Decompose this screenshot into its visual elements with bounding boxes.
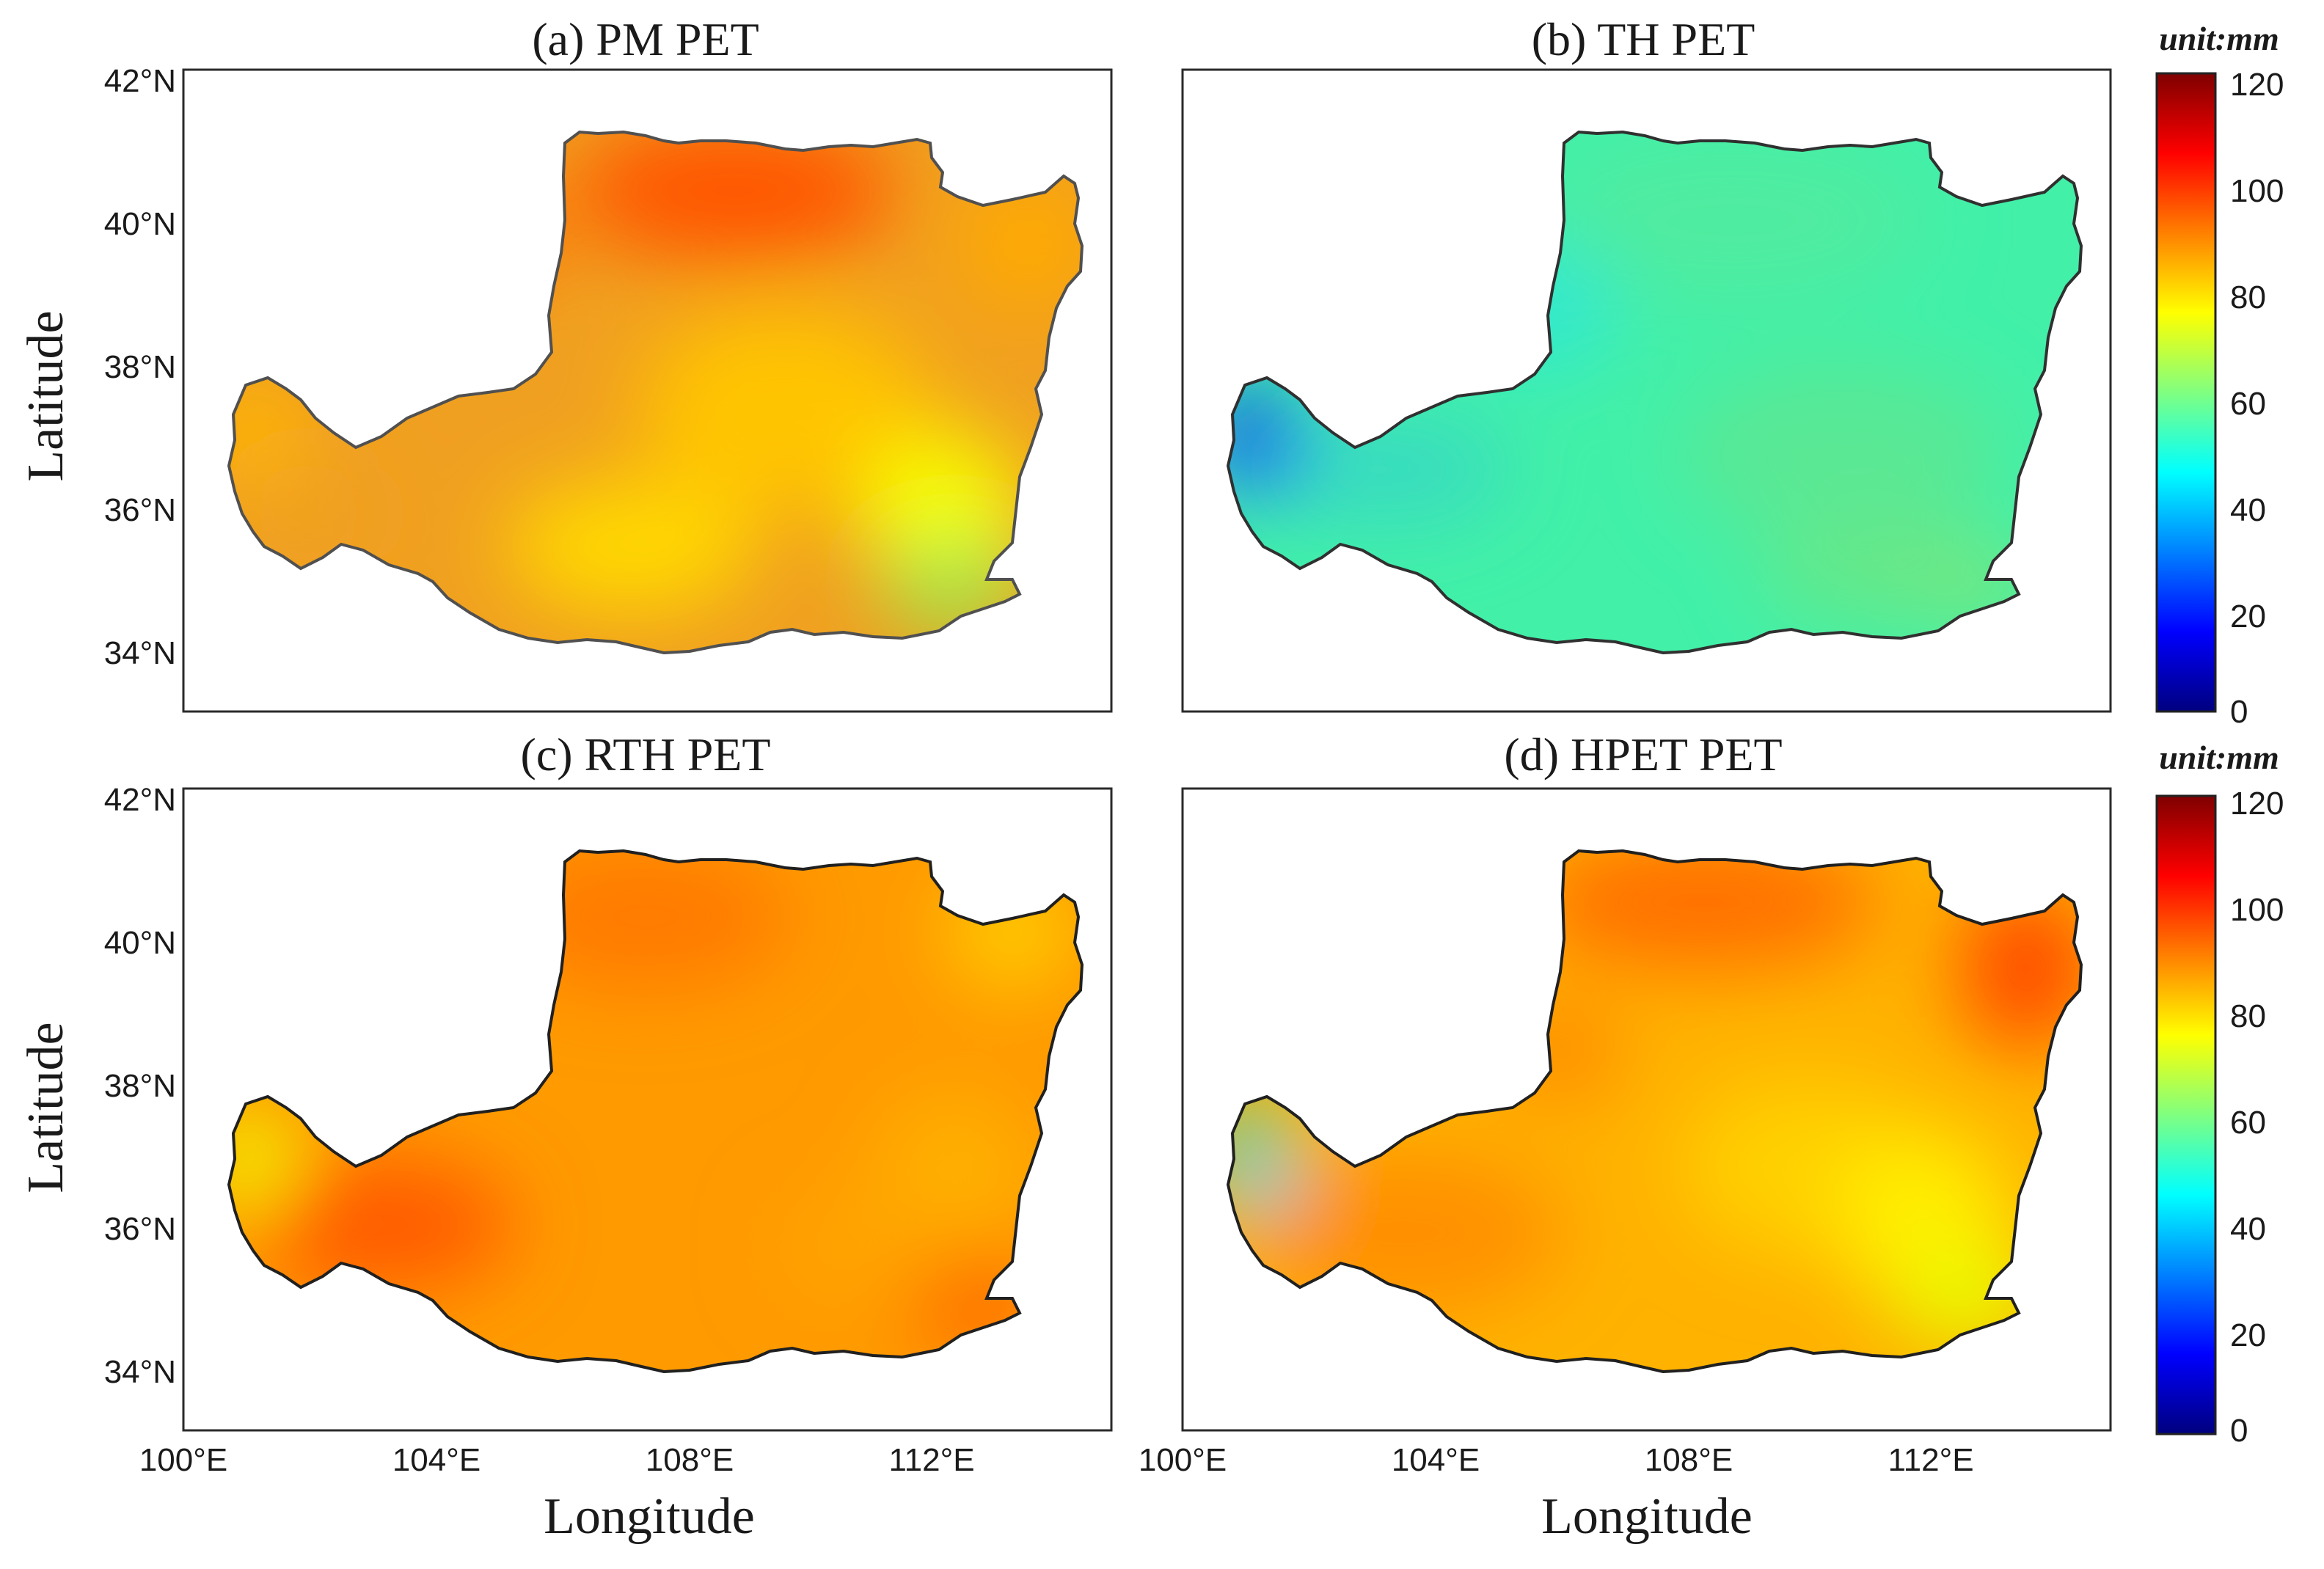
colorbar-tick: 20 <box>2230 599 2266 634</box>
lon-tick: 104°E <box>392 1442 480 1478</box>
colorbar-tick: 120 <box>2230 67 2284 103</box>
lat-tick: 34°N <box>104 1354 176 1390</box>
lat-ticks-top: 42°N 40°N 38°N 36°N 34°N <box>104 63 176 671</box>
colorbar-tick: 40 <box>2230 492 2266 528</box>
heat-blob <box>506 480 756 612</box>
y-axis-label: Latitude <box>18 1022 74 1193</box>
colorbar-unit: unit:mm <box>2159 739 2279 776</box>
lat-tick: 40°N <box>104 925 176 961</box>
panel-c: (c) RTH PET <box>182 728 1113 1432</box>
lat-tick: 38°N <box>104 1068 176 1104</box>
heat-blob <box>1542 139 1923 301</box>
lon-tick: 108°E <box>646 1442 734 1478</box>
panel-b: (b) TH PET <box>1181 13 2112 713</box>
lat-tick: 34°N <box>104 635 176 671</box>
heat-blob <box>229 1108 293 1210</box>
heat-blob <box>1681 367 2004 543</box>
heat-blob <box>572 132 895 260</box>
panel-title: (b) TH PET <box>1532 13 1755 65</box>
colorbar-unit: unit:mm <box>2159 20 2279 57</box>
colorbar-tick: 60 <box>2230 1105 2266 1141</box>
lon-tick: 112°E <box>888 1442 974 1478</box>
heat-blob <box>1241 1152 1564 1313</box>
heat-blob <box>249 1159 514 1291</box>
panel-title: (c) RTH PET <box>521 728 771 780</box>
heat-blob <box>778 1188 954 1306</box>
colorbar-bottom: unit:mm 120 100 80 60 40 20 0 <box>2155 739 2284 1449</box>
colorbar-gradient <box>2155 794 2217 1435</box>
lon-tick: 104°E <box>1392 1442 1480 1478</box>
colorbar-tick: 100 <box>2230 173 2284 209</box>
panel-d: (d) HPET PET <box>1181 728 2112 1432</box>
panel-title: (d) HPET PET <box>1504 728 1782 780</box>
lat-tick: 40°N <box>104 206 176 242</box>
colorbar-tick: 0 <box>2230 694 2248 730</box>
x-axis-label: Longitude <box>544 1488 755 1545</box>
lat-ticks-bottom: 42°N 40°N 38°N 36°N 34°N <box>104 782 176 1390</box>
lon-tick: 112°E <box>1888 1442 1973 1478</box>
lat-tick: 36°N <box>104 1211 176 1247</box>
colorbar-tick: 80 <box>2230 279 2266 315</box>
heat-blob <box>961 176 1082 308</box>
lat-tick: 42°N <box>104 63 176 99</box>
lon-ticks-right: 100°E 104°E 108°E 112°E <box>1139 1442 1974 1478</box>
lon-tick: 100°E <box>139 1442 227 1478</box>
heat-blob <box>1249 411 1513 528</box>
heat-blob <box>638 308 932 513</box>
panel-title: (a) PM PET <box>532 13 759 65</box>
colorbar-tick: 60 <box>2230 386 2266 422</box>
colorbar-gradient <box>2155 72 2217 713</box>
colorbar-tick: 0 <box>2230 1413 2248 1449</box>
lon-tick: 100°E <box>1139 1442 1227 1478</box>
colorbar-tick: 120 <box>2230 786 2284 822</box>
lat-tick: 42°N <box>104 782 176 818</box>
colorbar-tick: 100 <box>2230 892 2284 928</box>
heat-blob <box>249 462 367 565</box>
y-axis-label: Latitude <box>18 310 74 481</box>
lat-tick: 36°N <box>104 492 176 528</box>
lon-ticks-left: 100°E 104°E 108°E 112°E <box>139 1442 975 1478</box>
colorbar-tick: 20 <box>2230 1317 2266 1353</box>
heat-blob <box>1960 888 2081 1049</box>
lat-tick: 38°N <box>104 349 176 385</box>
heat-blob <box>499 851 792 990</box>
lon-tick: 108°E <box>1645 1442 1733 1478</box>
colorbar-tick: 80 <box>2230 998 2266 1034</box>
colorbar-top: unit:mm 120 100 80 60 40 20 0 <box>2155 20 2284 730</box>
panel-a: (a) PM PET <box>182 13 1113 713</box>
colorbar-tick: 40 <box>2230 1211 2266 1247</box>
x-axis-label: Longitude <box>1541 1488 1753 1545</box>
